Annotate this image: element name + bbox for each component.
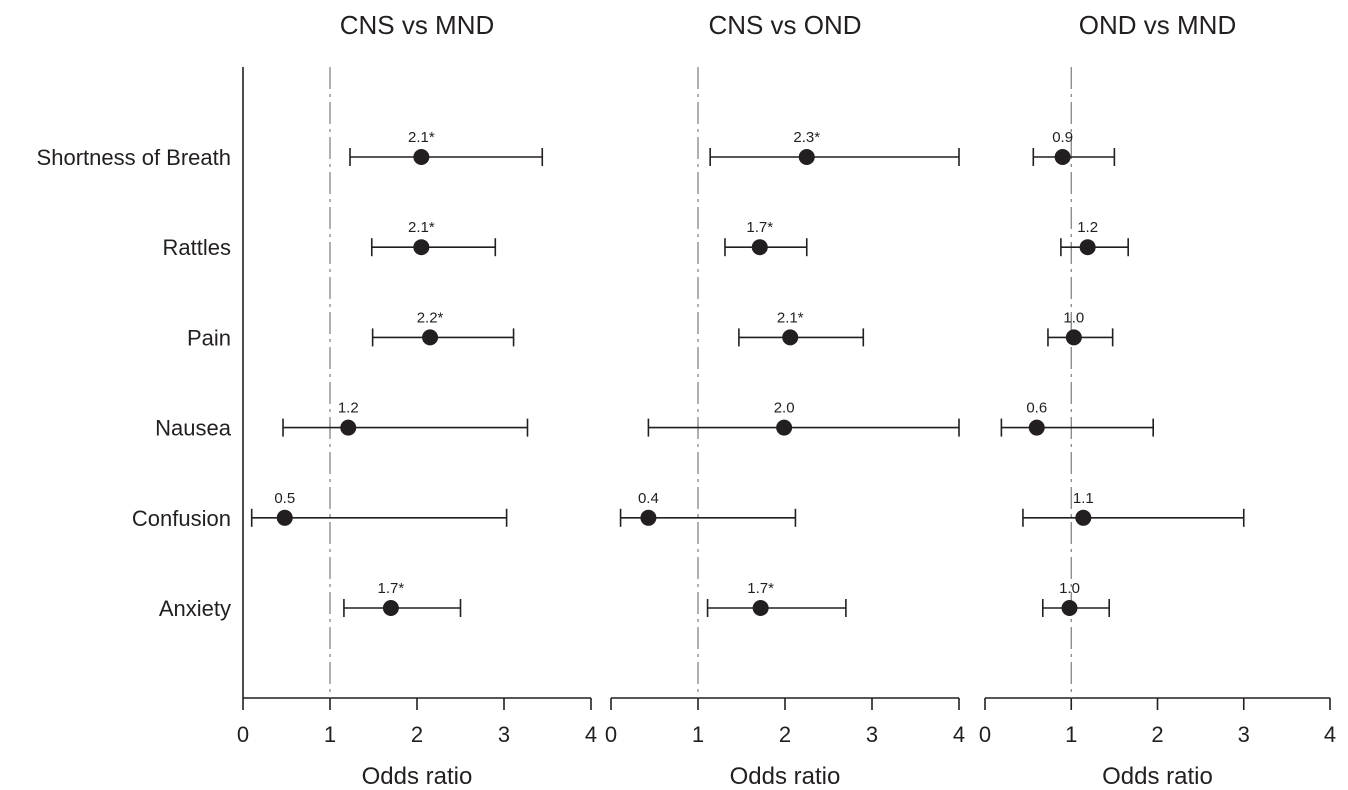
- point-estimate: [340, 419, 357, 436]
- x-tick-label: 3: [866, 722, 878, 747]
- x-tick-label: 2: [411, 722, 423, 747]
- category-label: Rattles: [163, 235, 231, 260]
- category-label: Anxiety: [159, 596, 231, 621]
- data-label: 1.0: [1059, 580, 1080, 597]
- point-estimate: [751, 239, 768, 256]
- data-label: 2.1*: [777, 309, 804, 326]
- point-estimate: [1075, 509, 1092, 526]
- x-tick-label: 4: [585, 722, 597, 747]
- x-tick-label: 1: [324, 722, 336, 747]
- x-axis-label: Odds ratio: [1102, 763, 1213, 790]
- data-label: 0.5: [274, 490, 295, 507]
- x-tick-label: 1: [692, 722, 704, 747]
- data-label: 1.2: [1077, 219, 1098, 236]
- x-tick-label: 3: [1238, 722, 1250, 747]
- x-tick-label: 2: [779, 722, 791, 747]
- x-tick-label: 4: [953, 722, 965, 747]
- x-tick-label: 2: [1151, 722, 1163, 747]
- data-label: 2.2*: [417, 309, 444, 326]
- point-estimate: [1028, 419, 1045, 436]
- category-label: Confusion: [132, 506, 231, 531]
- marks-layer: [250, 148, 1245, 617]
- data-label: 1.7*: [378, 580, 405, 597]
- point-estimate: [640, 509, 657, 526]
- point-estimate: [1079, 239, 1096, 256]
- point-estimate: [1061, 600, 1078, 616]
- x-tick-label: 0: [605, 722, 617, 747]
- x-axis-label: Odds ratio: [730, 763, 841, 790]
- x-axis-label: Odds ratio: [362, 763, 473, 790]
- point-estimate: [1054, 149, 1071, 165]
- data-label: 1.0: [1063, 309, 1084, 326]
- panel-title: CNS vs MND: [340, 10, 495, 40]
- data-label: 1.2: [338, 400, 359, 417]
- data-label: 1.1: [1073, 490, 1094, 507]
- x-tick-label: 3: [498, 722, 510, 747]
- point-estimate: [413, 239, 430, 256]
- text-layer: Shortness of Breath Rattles Pain Nausea Conf…: [37, 10, 1337, 790]
- category-label: Shortness of Breath: [37, 145, 231, 170]
- x-tick-label: 4: [1324, 722, 1336, 747]
- data-label: 2.3*: [793, 129, 820, 146]
- panel-title: CNS vs OND: [708, 10, 861, 40]
- point-estimate: [798, 149, 815, 165]
- x-tick-label: 1: [1065, 722, 1077, 747]
- point-estimate: [382, 600, 399, 616]
- point-estimate: [276, 509, 293, 526]
- point-estimate: [752, 600, 769, 616]
- point-estimate: [422, 329, 439, 346]
- x-tick-label: 0: [979, 722, 991, 747]
- data-label: 2.1*: [408, 219, 435, 236]
- data-label: 1.7*: [747, 580, 774, 597]
- data-label: 2.1*: [408, 129, 435, 146]
- axes-layer: [242, 67, 1331, 710]
- point-estimate: [776, 419, 793, 436]
- data-label: 0.9: [1052, 129, 1073, 146]
- x-tick-label: 0: [237, 722, 249, 747]
- category-label: Pain: [187, 325, 231, 350]
- category-label: Nausea: [155, 416, 232, 441]
- data-label: 1.7*: [746, 219, 773, 236]
- data-label: 0.4: [638, 490, 659, 507]
- panel-title: OND vs MND: [1079, 10, 1236, 40]
- data-label: 0.6: [1026, 400, 1047, 417]
- point-estimate: [1065, 329, 1082, 346]
- point-estimate: [782, 329, 799, 346]
- data-label: 2.0: [774, 400, 795, 417]
- point-estimate: [413, 149, 430, 165]
